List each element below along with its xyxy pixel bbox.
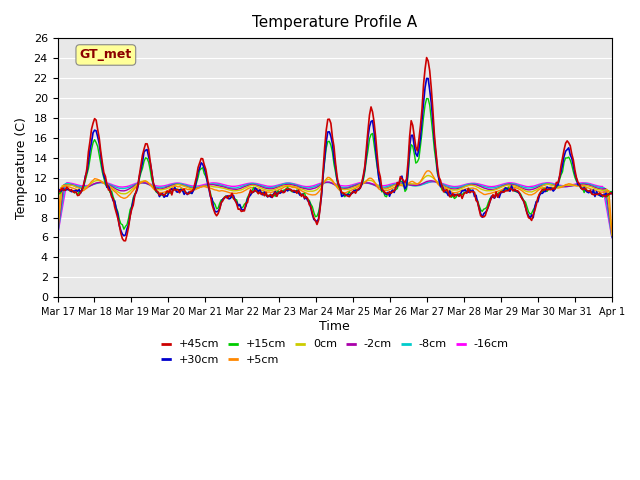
Text: GT_met: GT_met — [80, 48, 132, 61]
X-axis label: Time: Time — [319, 320, 350, 333]
Title: Temperature Profile A: Temperature Profile A — [252, 15, 417, 30]
Legend: +45cm, +30cm, +15cm, +5cm, 0cm, -2cm, -8cm, -16cm: +45cm, +30cm, +15cm, +5cm, 0cm, -2cm, -8… — [157, 335, 513, 370]
Y-axis label: Temperature (C): Temperature (C) — [15, 117, 28, 218]
